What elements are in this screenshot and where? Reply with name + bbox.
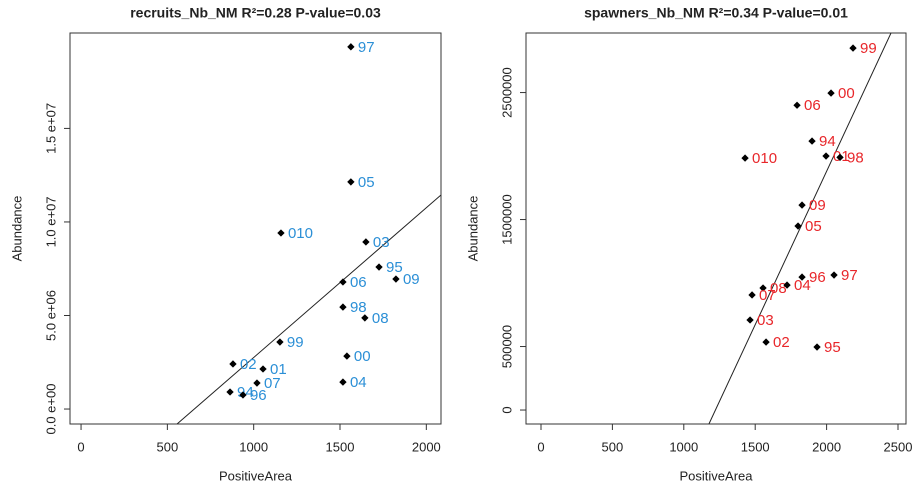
point-label: 95 [386, 259, 403, 276]
point-label: 02 [773, 334, 790, 351]
point [783, 281, 791, 289]
point-label: 99 [287, 334, 304, 351]
point-label: 03 [757, 312, 774, 329]
point-label: 06 [350, 274, 367, 291]
y-tick-label: 0.0 e+00 [43, 384, 58, 435]
point [339, 378, 347, 386]
point [830, 271, 838, 279]
point [762, 338, 770, 346]
point [226, 388, 234, 396]
point-label: 06 [804, 97, 821, 114]
point [741, 154, 749, 162]
point-label: 00 [838, 85, 855, 102]
point-label: 96 [250, 387, 267, 404]
point [259, 365, 267, 373]
y-tick-label: 1.5 e+07 [43, 103, 58, 154]
point [339, 303, 347, 311]
point [798, 201, 806, 209]
x-axis-label: PositiveArea [680, 468, 754, 483]
point [361, 314, 369, 322]
point-label: 010 [288, 225, 313, 242]
point [836, 153, 844, 161]
point-label: 02 [240, 356, 257, 373]
point [794, 222, 802, 230]
point-label: 98 [847, 149, 864, 166]
chart-title: spawners_Nb_NM R²=0.34 P-value=0.01 [584, 5, 848, 21]
x-tick-label: 2500 [884, 439, 913, 454]
point [793, 101, 801, 109]
point-label: 05 [358, 174, 375, 191]
point [229, 360, 237, 368]
x-tick-label: 1500 [326, 439, 355, 454]
x-tick-label: 0 [77, 439, 84, 454]
point-label: 00 [354, 348, 371, 365]
fit-line [708, 33, 892, 424]
point [808, 137, 816, 145]
y-tick-label: 1.0 e+07 [43, 196, 58, 247]
y-tick-label: 0 [499, 406, 514, 413]
point-label: 97 [841, 267, 858, 284]
point-label: 09 [809, 197, 826, 214]
point [375, 263, 383, 271]
x-tick-label: 2000 [412, 439, 441, 454]
point-label: 94 [819, 133, 836, 150]
point-label: 97 [358, 39, 375, 56]
x-axis-label: PositiveArea [219, 468, 293, 483]
x-tick-label: 1000 [239, 439, 268, 454]
point [362, 238, 370, 246]
plot-frame [525, 32, 907, 425]
chart-title: recruits_Nb_NM R²=0.28 P-value=0.03 [130, 5, 381, 21]
point-label: 05 [805, 218, 822, 235]
point-label: 95 [824, 339, 841, 356]
point-label: 09 [403, 271, 420, 288]
x-tick-label: 500 [157, 439, 179, 454]
point [827, 89, 835, 97]
point-label: 08 [770, 280, 787, 297]
point-label: 07 [759, 287, 776, 304]
point-label: 08 [372, 310, 389, 327]
point [339, 278, 347, 286]
x-tick-label: 0 [537, 439, 544, 454]
y-tick-label: 2500000 [499, 67, 514, 118]
x-tick-label: 2000 [812, 439, 841, 454]
x-tick-label: 500 [602, 439, 624, 454]
plot-frame [69, 32, 442, 425]
point-label: 99 [860, 40, 877, 57]
y-axis-label: Abundance [465, 196, 480, 262]
y-axis-label: Abundance [9, 196, 24, 262]
point [849, 44, 857, 52]
y-tick-label: 1500000 [499, 194, 514, 245]
point [277, 229, 285, 237]
point [798, 273, 806, 281]
point [748, 291, 756, 299]
x-tick-label: 1000 [669, 439, 698, 454]
y-tick-label: 500000 [499, 325, 514, 368]
point [746, 316, 754, 324]
point [392, 275, 400, 283]
point [347, 178, 355, 186]
y-tick-label: 5.0 e+06 [43, 290, 58, 341]
point-label: 01 [270, 361, 287, 378]
point [347, 43, 355, 51]
fit-line [176, 194, 441, 424]
point [822, 152, 830, 160]
point [253, 379, 261, 387]
point-label: 04 [794, 277, 811, 294]
point [759, 284, 767, 292]
x-tick-label: 1500 [741, 439, 770, 454]
point-label: 07 [264, 375, 281, 392]
point [813, 343, 821, 351]
point-label: 96 [809, 269, 826, 286]
point-label: 98 [350, 299, 367, 316]
point-label: 010 [752, 150, 777, 167]
point-label: 03 [373, 234, 390, 251]
point [276, 338, 284, 346]
point [343, 352, 351, 360]
point-label: 04 [350, 374, 367, 391]
